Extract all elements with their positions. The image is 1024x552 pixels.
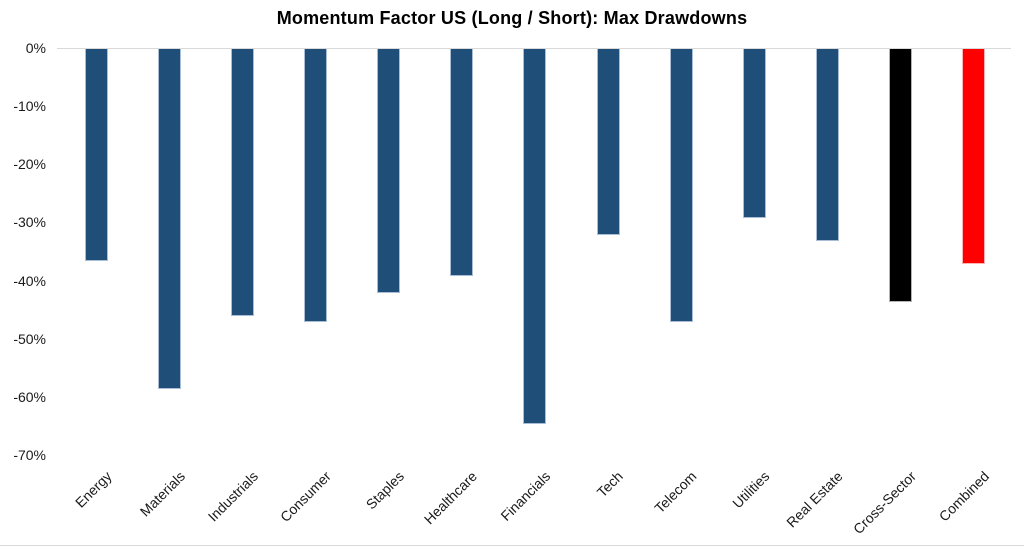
- y-tick--40-: -40%: [13, 272, 46, 289]
- y-tick--50-: -50%: [13, 330, 46, 347]
- bar-utilities: [742, 49, 766, 218]
- x-label-telecom: Telecom: [651, 468, 700, 517]
- bar-materials: [158, 49, 182, 390]
- chart-title: Momentum Factor US (Long / Short): Max D…: [276, 8, 748, 28]
- bar-real-estate: [815, 49, 839, 241]
- x-label-combined: Combined: [935, 468, 992, 525]
- x-label-real-estate: Real Estate: [783, 468, 846, 531]
- bar-financials: [523, 49, 547, 425]
- y-tick--20-: -20%: [13, 156, 46, 173]
- bar-combined: [961, 49, 985, 265]
- y-tick--60-: -60%: [13, 388, 46, 405]
- x-label-healthcare: Healthcare: [421, 468, 481, 528]
- x-label-tech: Tech: [594, 468, 627, 501]
- bar-healthcare: [450, 49, 474, 276]
- y-tick--30-: -30%: [13, 214, 46, 231]
- x-label-energy: Energy: [72, 468, 115, 511]
- x-label-industrials: Industrials: [204, 468, 261, 525]
- bar-energy: [85, 49, 108, 262]
- x-label-cross-sector: Cross-Sector: [849, 468, 919, 538]
- y-tick-0-: 0%: [25, 40, 46, 56]
- chart-bottom-border: [0, 545, 1024, 546]
- bar-cross-sector: [888, 49, 912, 302]
- x-label-staples: Staples: [362, 468, 408, 513]
- x-label-consumer: Consumer: [277, 468, 335, 525]
- bar-telecom: [669, 49, 693, 323]
- x-label-financials: Financials: [497, 468, 554, 524]
- bar-staples: [377, 49, 401, 294]
- x-label-utilities: Utilities: [729, 468, 773, 512]
- y-tick--70-: -70%: [13, 447, 46, 463]
- y-tick--10-: -10%: [13, 98, 46, 115]
- bar-consumer: [304, 49, 328, 323]
- bar-industrials: [231, 49, 255, 317]
- zero-percent-gridline: [57, 48, 1011, 49]
- x-label-materials: Materials: [136, 468, 188, 520]
- bar-tech: [596, 49, 620, 236]
